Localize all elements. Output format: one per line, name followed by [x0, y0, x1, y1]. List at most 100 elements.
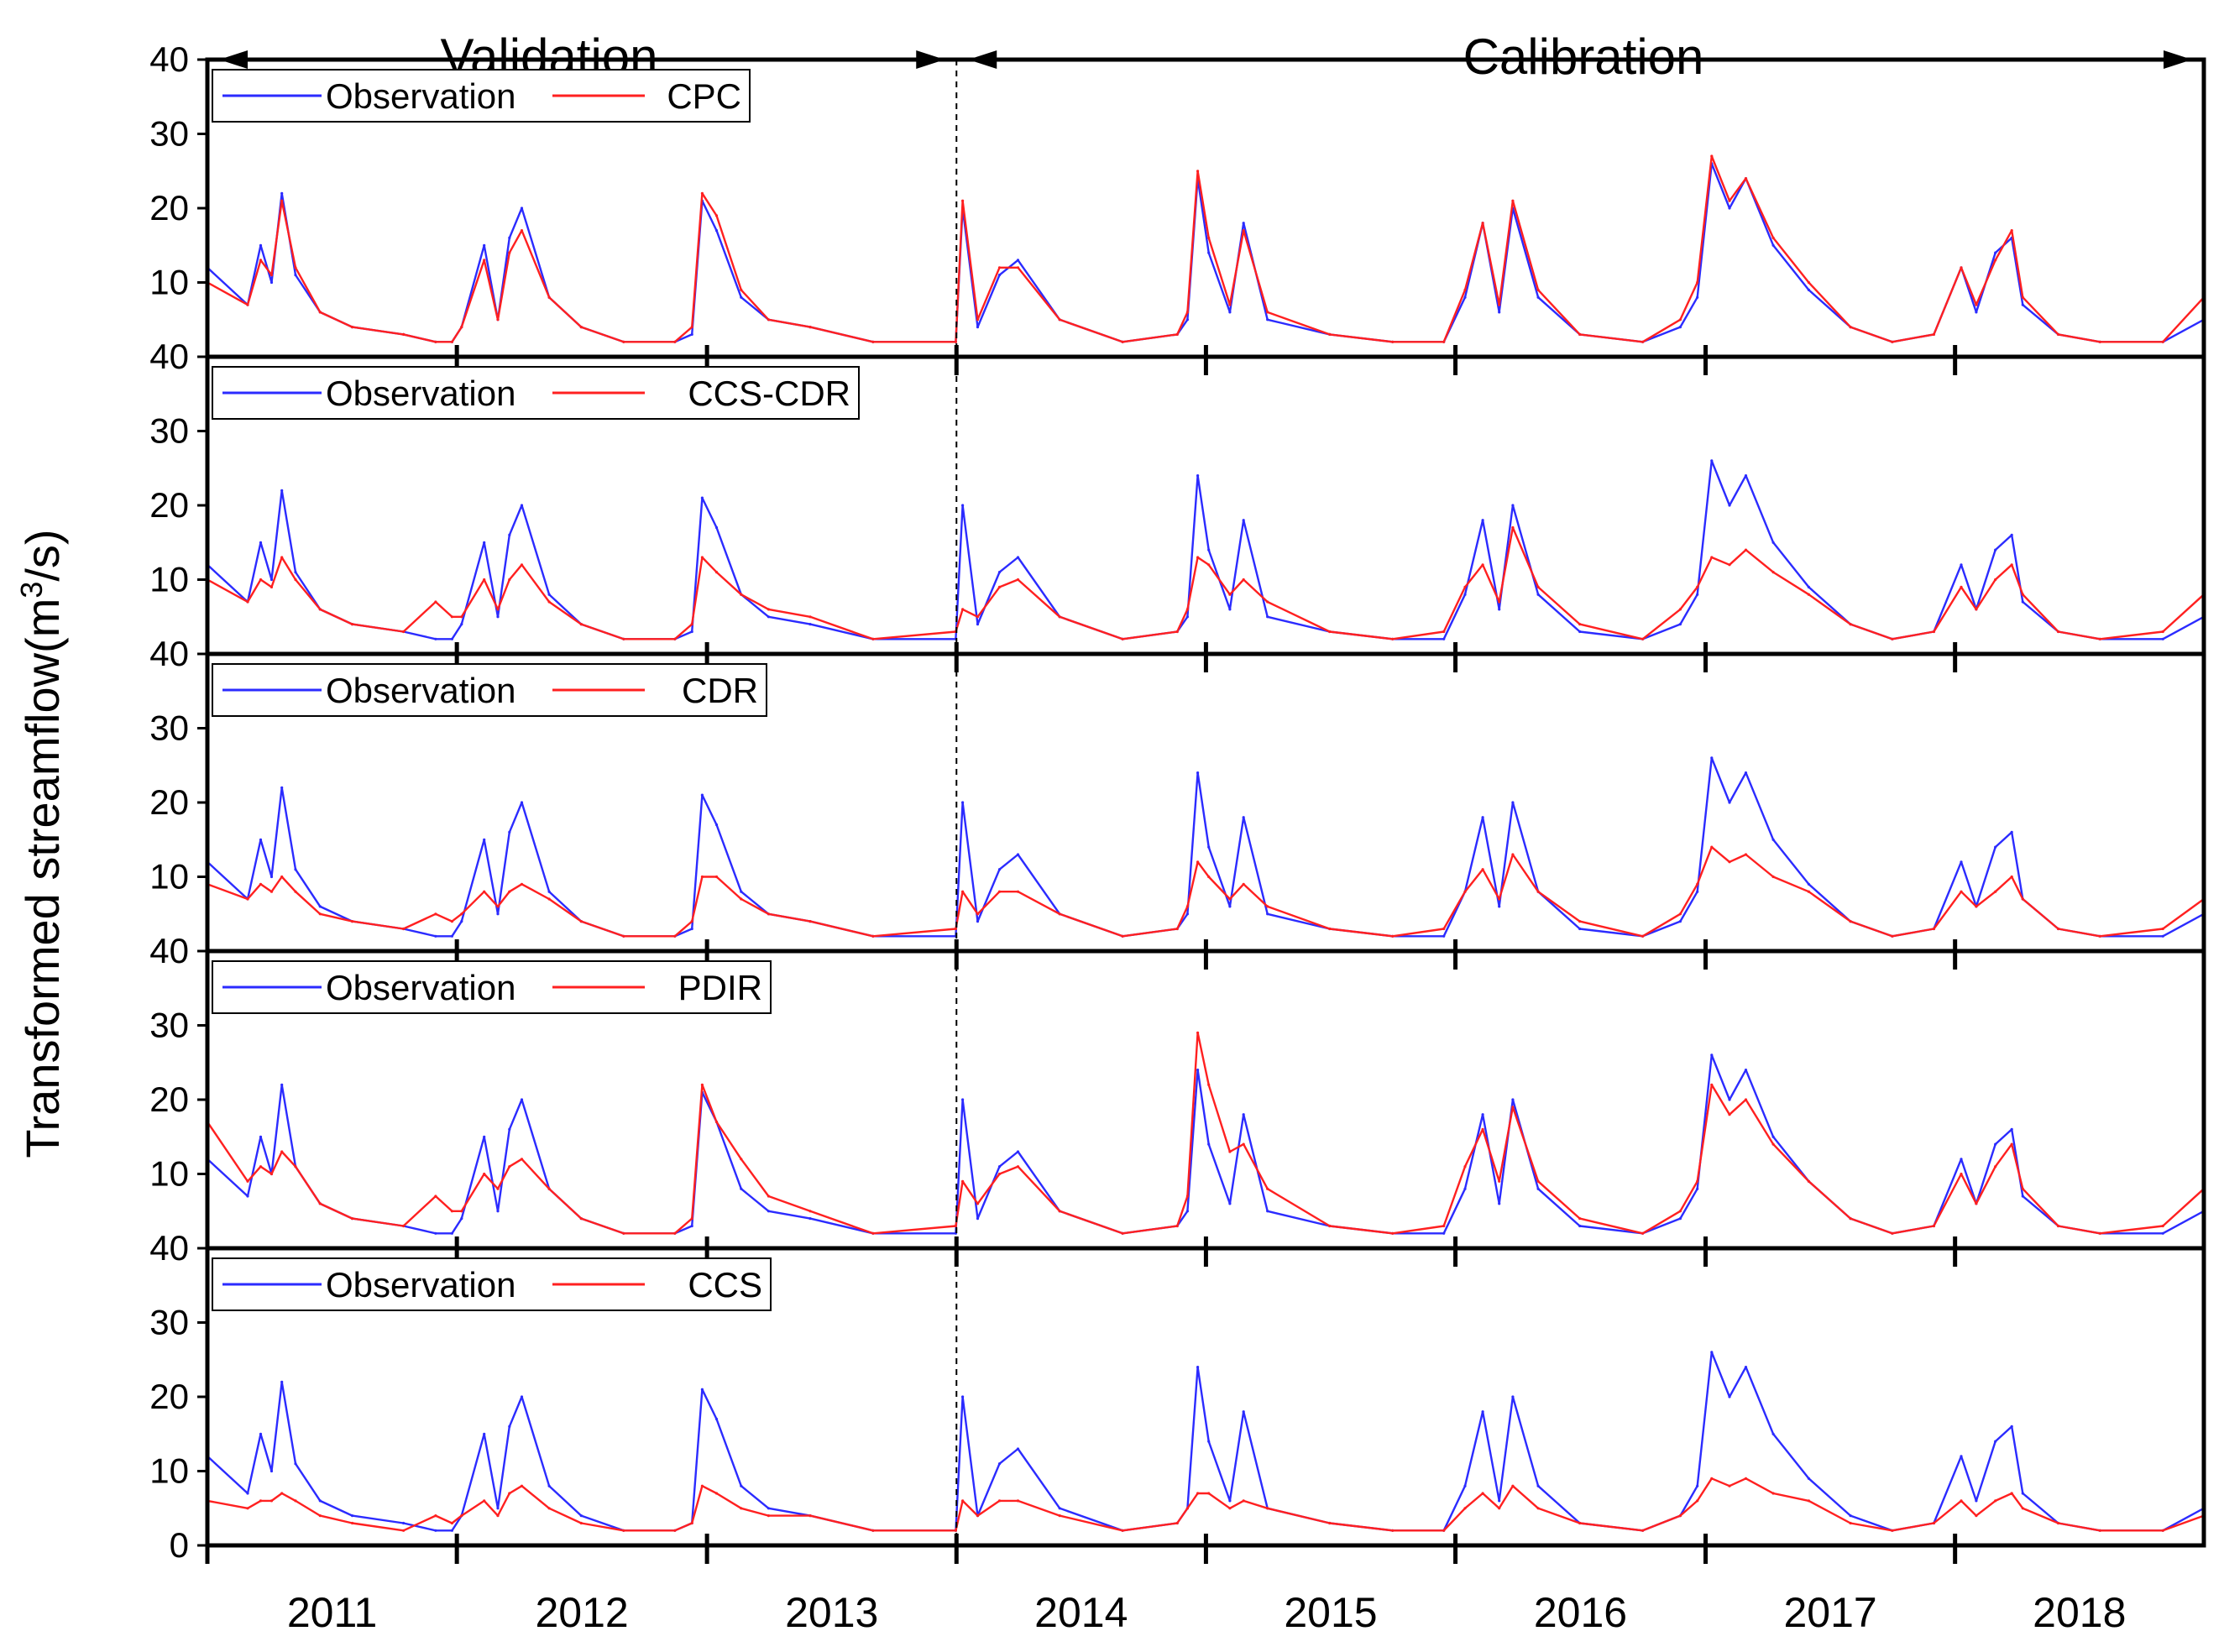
data-point — [1511, 525, 1515, 530]
data-point — [460, 912, 463, 916]
data-point — [1807, 280, 1810, 285]
data-point — [1744, 853, 1748, 856]
data-point — [871, 637, 875, 640]
panel-3: 10 20 30 40 Observation CDR — [149, 634, 2206, 970]
data-point — [997, 274, 1002, 277]
data-point — [246, 303, 249, 306]
data-point — [1121, 340, 1124, 343]
data-point — [1975, 303, 1978, 306]
data-point — [1498, 311, 1501, 314]
data-point — [1242, 519, 1245, 522]
data-point — [961, 504, 965, 507]
y-tick-label: 20 — [149, 1377, 189, 1416]
data-point — [1463, 890, 1467, 893]
data-point — [700, 875, 704, 879]
data-point — [1511, 1395, 1515, 1398]
data-point — [1641, 1231, 1645, 1235]
data-point — [508, 1165, 511, 1168]
data-point — [496, 1507, 500, 1510]
data-point — [1442, 1529, 1446, 1532]
series-group — [207, 756, 2204, 938]
data-point — [547, 1484, 551, 1487]
data-point — [1242, 222, 1245, 225]
legend: Observation CCS-CDR — [212, 366, 860, 420]
data-point — [1058, 1210, 1061, 1213]
data-point — [690, 630, 693, 634]
data-point — [700, 1484, 704, 1487]
data-point — [1196, 860, 1200, 864]
data-point — [700, 496, 704, 499]
data-point — [520, 882, 524, 886]
data-point — [673, 934, 677, 938]
y-tick-label: 10 — [149, 263, 189, 302]
y-tick-label: 20 — [149, 485, 189, 525]
data-point — [1641, 1529, 1645, 1532]
data-point — [961, 1499, 965, 1503]
legend: Observation CPC — [212, 69, 751, 123]
data-point — [2021, 897, 2024, 901]
data-point — [1849, 623, 1852, 626]
data-point — [450, 1521, 454, 1525]
data-point — [351, 1521, 354, 1525]
x-tick-label: 2017 — [1783, 1589, 1876, 1636]
data-point — [1849, 1521, 1852, 1525]
data-point — [714, 214, 719, 217]
data-point — [1696, 593, 1699, 596]
data-point — [714, 823, 719, 827]
data-point — [1728, 206, 1731, 210]
data-point — [1121, 637, 1124, 640]
data-point — [294, 571, 297, 574]
data-point — [1710, 154, 1714, 158]
y-tick-label: 30 — [149, 708, 189, 748]
series-line-simulation — [207, 526, 2204, 640]
data-point — [1578, 623, 1582, 626]
data-point — [520, 229, 524, 233]
data-point — [1266, 1507, 1269, 1510]
data-point — [1641, 934, 1645, 938]
data-point — [997, 1462, 1002, 1466]
y-tick-label: 10 — [149, 1451, 189, 1491]
data-point — [294, 890, 297, 893]
data-point — [269, 1172, 274, 1176]
data-point — [2010, 1142, 2013, 1146]
data-point — [508, 890, 511, 893]
data-point — [954, 927, 957, 931]
data-point — [460, 1217, 463, 1221]
data-point — [690, 927, 693, 931]
data-point — [1678, 318, 1682, 322]
data-point — [294, 1499, 297, 1503]
data-point — [280, 1083, 284, 1086]
x-tick-label: 2015 — [1284, 1589, 1377, 1636]
x-tick-label: 2013 — [785, 1589, 878, 1636]
data-point — [673, 340, 677, 343]
data-point — [1960, 890, 1963, 893]
data-point — [508, 236, 511, 239]
legend: Observation CCS — [212, 1257, 772, 1311]
data-point — [460, 623, 463, 626]
data-point — [1578, 920, 1582, 923]
data-point — [402, 1529, 406, 1532]
data-point — [1536, 1179, 1540, 1183]
data-point — [700, 556, 704, 559]
y-tick-label: 30 — [149, 114, 189, 154]
data-point — [2098, 340, 2101, 343]
data-point — [2057, 927, 2060, 931]
data-point — [767, 1195, 771, 1198]
data-point — [1696, 280, 1699, 285]
data-point — [318, 1202, 322, 1205]
data-point — [1391, 340, 1395, 343]
data-point — [767, 608, 771, 611]
data-point — [1442, 927, 1446, 931]
validation-span-arrow — [219, 50, 945, 69]
data-point — [2161, 637, 2164, 640]
data-point — [547, 1507, 551, 1510]
data-point — [269, 578, 274, 582]
data-point — [402, 1224, 406, 1228]
data-point — [767, 912, 771, 916]
data-point — [622, 1529, 625, 1532]
data-point — [1807, 1179, 1810, 1183]
data-point — [2010, 563, 2013, 567]
data-point — [2161, 1231, 2164, 1235]
data-point — [1207, 548, 1211, 552]
legend: Observation PDIR — [212, 960, 772, 1014]
